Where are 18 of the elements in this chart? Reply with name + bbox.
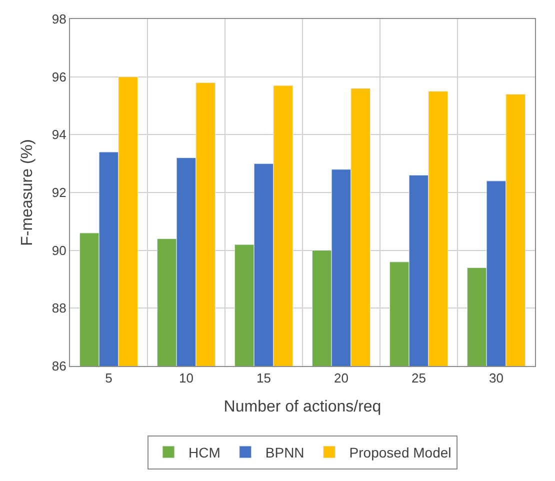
x-tick-label: 20 (334, 370, 348, 386)
legend-label: BPNN (265, 444, 304, 460)
legend-label: HCM (188, 444, 220, 460)
y-tick-label: 90 (52, 242, 66, 258)
y-tick-label: 86 (52, 358, 66, 374)
x-tick-label: 25 (412, 370, 426, 386)
x-axis-title: Number of actions/req (224, 398, 382, 416)
y-tick-label: 98 (52, 12, 66, 27)
y-tick-label: 94 (52, 127, 66, 142)
y-tick-label: 96 (52, 69, 66, 84)
y-tick-label: 88 (52, 300, 66, 316)
legend-label: Proposed Model (349, 444, 452, 460)
x-tick-label: 10 (179, 370, 194, 386)
y-tick-label: 92 (52, 185, 66, 200)
x-tick-label: 15 (256, 370, 271, 386)
x-tick-label: 5 (105, 370, 112, 386)
x-tick-label: 30 (489, 370, 504, 386)
y-axis-title: F-measure (%) (18, 139, 36, 246)
